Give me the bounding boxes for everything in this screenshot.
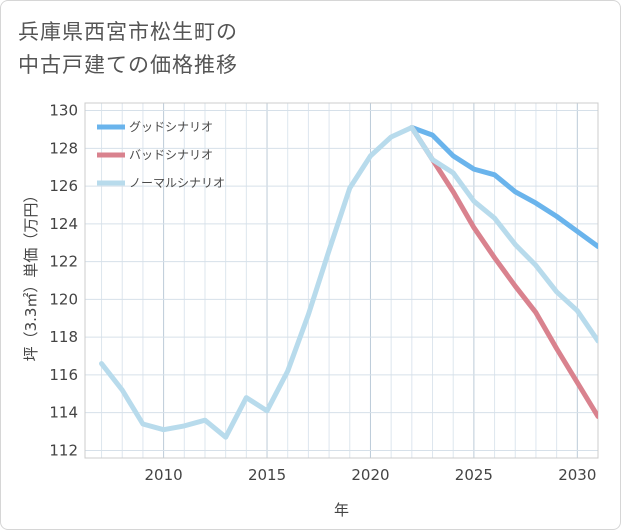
x-tick-label: 2025 xyxy=(455,466,493,484)
x-axis-title: 年 xyxy=(334,501,349,519)
x-tick-label: 2015 xyxy=(248,466,286,484)
x-tick-label: 2010 xyxy=(145,466,183,484)
series-line-1 xyxy=(409,125,598,249)
series-line-3 xyxy=(99,125,598,440)
y-tick-label: 118 xyxy=(49,328,78,346)
plot-border xyxy=(84,102,599,459)
series-layer xyxy=(99,125,598,440)
y-tick-label: 112 xyxy=(49,441,78,459)
y-tick-label: 124 xyxy=(49,215,78,233)
y-tick-label: 128 xyxy=(49,139,78,157)
x-tick-label: 2020 xyxy=(351,466,389,484)
y-axis-title: 坪（3.3㎡）単価（万円） xyxy=(22,188,40,362)
legend-label-3: ノーマルシナリオ xyxy=(129,176,225,190)
series-line-2 xyxy=(409,125,598,419)
chart-title: 兵庫県西宮市松生町の 中古戸建ての価格推移 xyxy=(18,20,238,77)
legend-label-1: グッドシナリオ xyxy=(129,120,213,134)
legend-label-2: バッドシナリオ xyxy=(129,148,213,162)
y-tick-label: 126 xyxy=(49,177,78,195)
y-tick-label: 116 xyxy=(49,366,78,384)
y-tick-label: 130 xyxy=(49,102,78,120)
x-tick-label: 2030 xyxy=(558,466,596,484)
tick-layer: 112 114 116 118 120 122 124 126 128 130 2010 2015 20… xyxy=(49,102,596,484)
y-tick-label: 122 xyxy=(49,253,78,271)
y-tick-label: 114 xyxy=(49,404,78,422)
y-tick-label: 120 xyxy=(49,290,78,308)
